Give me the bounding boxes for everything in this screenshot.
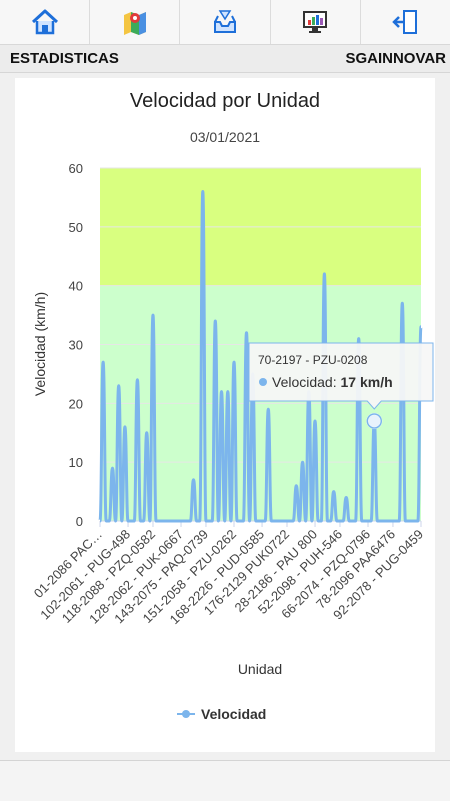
y-tick-label: 40	[69, 279, 83, 294]
home-icon	[31, 9, 58, 35]
home-button[interactable]	[0, 0, 91, 44]
y-tick-label: 0	[76, 514, 83, 529]
data-point[interactable]	[310, 416, 320, 426]
chart-title: Velocidad por Unidad	[130, 90, 320, 112]
bottom-bar	[0, 760, 450, 801]
data-point[interactable]	[291, 481, 301, 491]
tooltip-series-marker	[259, 378, 267, 386]
inbox-icon	[214, 10, 236, 33]
data-point[interactable]	[142, 428, 152, 438]
data-point[interactable]	[341, 493, 351, 503]
chart-card: Velocidad por Unidad 03/01/2021 0 10 20 30 4…	[15, 78, 435, 752]
legend-label: Velocidad	[201, 706, 266, 722]
data-point[interactable]	[114, 381, 124, 391]
data-point[interactable]	[229, 357, 239, 367]
y-tick-label: 50	[69, 220, 83, 235]
data-point[interactable]	[108, 463, 118, 473]
section-title: ESTADISTICAS	[10, 50, 119, 67]
data-point[interactable]	[263, 404, 273, 414]
speed-chart: Velocidad por Unidad 03/01/2021 0 10 20 30 4…	[31, 90, 434, 722]
y-axis-label: Velocidad (km/h)	[32, 292, 48, 396]
tooltip-box	[248, 342, 434, 410]
x-axis-label: Unidad	[238, 661, 282, 677]
inbox-button[interactable]	[180, 0, 271, 44]
statistics-button[interactable]	[271, 0, 361, 44]
data-point[interactable]	[98, 357, 108, 367]
tooltip-unit-label: 70-2197 - PZU-0208	[258, 353, 368, 367]
logout-button[interactable]	[361, 0, 450, 44]
y-tick-label: 30	[69, 338, 83, 353]
data-point[interactable]	[132, 375, 142, 385]
data-point[interactable]	[319, 269, 329, 279]
logout-icon	[392, 10, 418, 34]
data-point[interactable]	[413, 516, 423, 526]
y-tick-label: 10	[69, 455, 83, 470]
chart-subtitle: 03/01/2021	[190, 129, 260, 145]
top-toolbar	[0, 0, 450, 45]
tooltip: 70-2197 - PZU-0208 Velocidad: 17 km/h	[248, 342, 434, 410]
legend[interactable]: Velocidad	[177, 706, 266, 722]
monitor-chart-icon	[303, 11, 328, 33]
section-header: ESTADISTICAS SGAINNOVAR	[0, 45, 450, 73]
legend-marker	[182, 710, 190, 718]
data-point[interactable]	[397, 298, 407, 308]
data-point[interactable]	[198, 187, 208, 197]
data-point[interactable]	[416, 322, 426, 332]
map-button[interactable]	[90, 0, 181, 44]
data-point[interactable]	[120, 422, 130, 432]
data-point[interactable]	[210, 316, 220, 326]
data-point[interactable]	[298, 457, 308, 467]
data-point[interactable]	[189, 475, 199, 485]
tooltip-series-label: Velocidad: 17 km/h	[272, 374, 393, 390]
y-tick-label: 20	[69, 396, 83, 411]
brand-label: SGAINNOVAR	[345, 50, 446, 67]
data-point[interactable]	[242, 328, 252, 338]
data-point[interactable]	[148, 310, 158, 320]
data-point[interactable]	[329, 487, 339, 497]
data-point[interactable]	[354, 334, 364, 344]
data-point[interactable]	[223, 387, 233, 397]
tooltip-value: 17 km/h	[341, 374, 393, 390]
y-tick-label: 60	[69, 161, 83, 176]
map-icon	[123, 12, 146, 35]
highlighted-point-ring	[366, 413, 383, 429]
